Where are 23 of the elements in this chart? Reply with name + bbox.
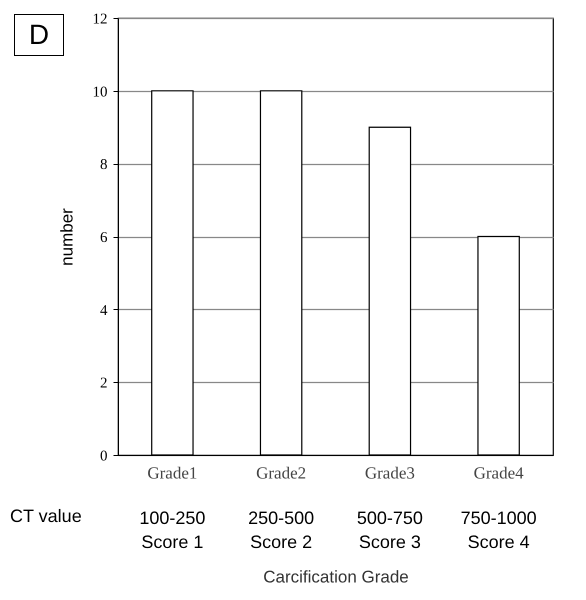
text: D [14,14,64,56]
text: 750-1000 [460,508,537,528]
text: Score 4 [468,532,530,552]
y-tick-label: 4 [100,302,108,319]
text: 250-500 [248,508,314,528]
y-tick-label: 10 [92,84,108,100]
text: CT value [10,506,82,526]
x-tick-label: Grade1 [147,464,198,482]
text: 100-250 [139,508,206,528]
x-tick-label: Grade3 [364,464,415,482]
x-tick-label: Grade4 [474,464,524,482]
text: 500-750 [356,508,423,528]
x-tick-label: Grade2 [256,464,306,482]
y-axis-title: number [58,208,76,266]
y-tick-label: 6 [100,230,108,246]
x-axis-title: Carcification Grade [263,568,409,586]
text: Score 1 [141,532,204,552]
y-tick-label: 12 [92,12,108,28]
text: Score 3 [358,532,421,552]
text: Score 2 [250,532,312,552]
y-tick-label: 0 [100,448,108,464]
y-tick-label: 8 [100,157,108,174]
y-tick-label: 2 [100,376,108,392]
